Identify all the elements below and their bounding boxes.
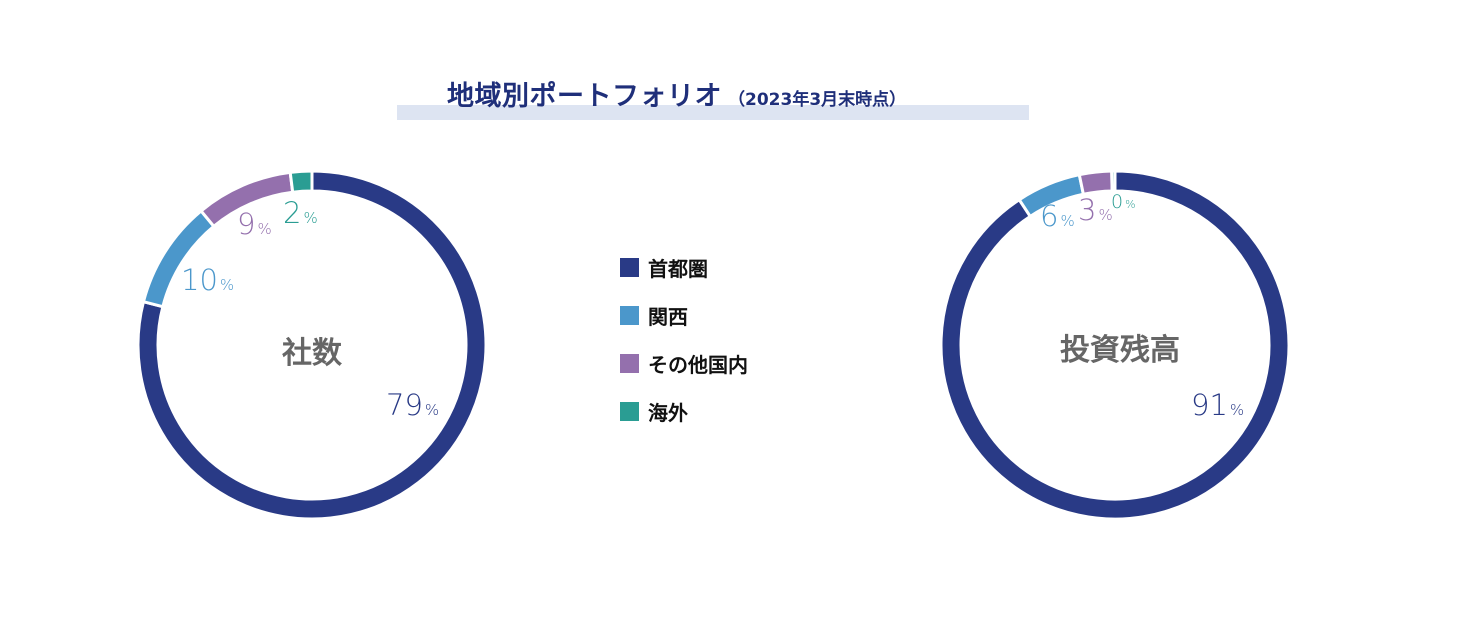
donut-slice-company-kaigai [288, 169, 314, 194]
pct-label-investment-shuto: 91% [1191, 388, 1245, 422]
pct-label-company-kansai: 10% [181, 263, 235, 297]
legend-label-kansai: 関西 [648, 304, 688, 329]
pct-label-company-kaigai: 2% [283, 196, 318, 230]
pct-label-investment-sonota: 3% [1078, 193, 1113, 227]
legend-item-kansai: 関西 [620, 303, 748, 329]
legend-swatch-sonota [620, 353, 639, 373]
donut-slice-company-shuto [136, 169, 488, 521]
legend-item-sonota: その他国内 [620, 351, 748, 377]
legend-label-sonota: その他国内 [648, 352, 748, 377]
chart-title-main: 地域別ポートフォリオ [447, 81, 722, 112]
chart-title-block: 地域別ポートフォリオ （2023年3月末時点） [397, 72, 1029, 120]
legend-item-kaigai: 海外 [620, 399, 748, 425]
legend-swatch-shuto [620, 257, 639, 277]
chart-title-sub: （2023年3月末時点） [728, 90, 907, 110]
pct-label-investment-kansai: 6% [1040, 199, 1075, 233]
donut-slice-investment-kaigai [1110, 169, 1117, 193]
donut-center-label-investment-balance: 投資残高 [1060, 333, 1180, 368]
legend-swatch-kansai [620, 305, 639, 325]
legend-label-shuto: 首都圏 [648, 256, 708, 281]
pct-label-company-shuto: 79% [386, 388, 440, 422]
legend: 首都圏 関西 その他国内 海外 [620, 255, 748, 447]
title-underline-band [397, 105, 1029, 120]
legend-swatch-kaigai [620, 401, 639, 421]
pct-label-investment-kaigai: 0% [1111, 191, 1136, 213]
legend-label-kaigai: 海外 [648, 400, 688, 425]
legend-item-shuto: 首都圏 [620, 255, 748, 281]
pct-label-company-sonota: 9% [237, 207, 272, 241]
donut-slice-investment-shuto [939, 169, 1291, 521]
chart-title: 地域別ポートフォリオ （2023年3月末時点） [447, 74, 906, 113]
donut-center-label-company-count: 社数 [282, 336, 342, 371]
donut-slice-investment-sonota [1077, 169, 1114, 197]
